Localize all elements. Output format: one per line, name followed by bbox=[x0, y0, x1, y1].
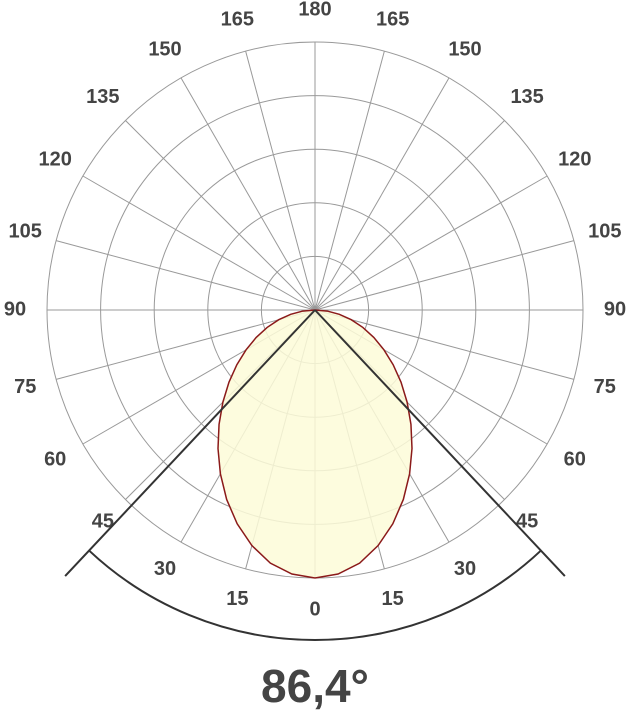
grid-spoke bbox=[314, 120, 505, 311]
angle-tick-label: 30 bbox=[154, 558, 176, 580]
grid-spoke bbox=[314, 240, 574, 311]
angle-tick-label: 135 bbox=[510, 86, 543, 108]
angle-tick-label: 90 bbox=[604, 298, 626, 320]
grid-spoke bbox=[245, 51, 316, 311]
angle-tick-label: 15 bbox=[382, 588, 404, 610]
angle-tick-label: 90 bbox=[4, 298, 26, 320]
beam-line bbox=[64, 309, 316, 577]
grid-spoke bbox=[56, 240, 316, 311]
beam-arc bbox=[88, 549, 542, 641]
angle-tick-label: 180 bbox=[298, 0, 331, 20]
grid-spoke bbox=[314, 309, 574, 380]
grid-spoke bbox=[82, 175, 316, 311]
angle-tick-label: 60 bbox=[564, 448, 586, 470]
angle-tick-label: 60 bbox=[44, 448, 66, 470]
angle-tick-label: 15 bbox=[226, 588, 248, 610]
angle-tick-label: 0 bbox=[309, 598, 320, 620]
grid-spoke bbox=[56, 309, 316, 380]
angle-tick-label: 120 bbox=[39, 148, 72, 170]
angle-tick-label: 120 bbox=[558, 148, 591, 170]
grid-spoke bbox=[314, 175, 548, 311]
grid-spoke bbox=[125, 120, 316, 311]
beam-angle-label: 86,4° bbox=[261, 660, 369, 712]
beam-line bbox=[314, 309, 566, 577]
angle-tick-label: 165 bbox=[221, 9, 254, 31]
angle-tick-label: 150 bbox=[148, 38, 181, 60]
angle-tick-label: 45 bbox=[92, 510, 114, 532]
angle-tick-label: 75 bbox=[14, 376, 36, 398]
angle-tick-label: 135 bbox=[86, 86, 119, 108]
angle-tick-label: 105 bbox=[9, 221, 42, 243]
grid-spoke bbox=[314, 77, 450, 311]
grid-spoke bbox=[314, 51, 385, 311]
intensity-curve bbox=[314, 309, 413, 579]
angle-tick-label: 75 bbox=[594, 376, 616, 398]
angle-tick-label: 165 bbox=[376, 9, 409, 31]
angle-tick-label: 105 bbox=[588, 221, 621, 243]
angle-tick-label: 150 bbox=[448, 38, 481, 60]
angle-tick-label: 45 bbox=[516, 510, 538, 532]
grid-spoke bbox=[180, 77, 316, 311]
angle-tick-label: 30 bbox=[454, 558, 476, 580]
intensity-curve bbox=[217, 309, 316, 579]
